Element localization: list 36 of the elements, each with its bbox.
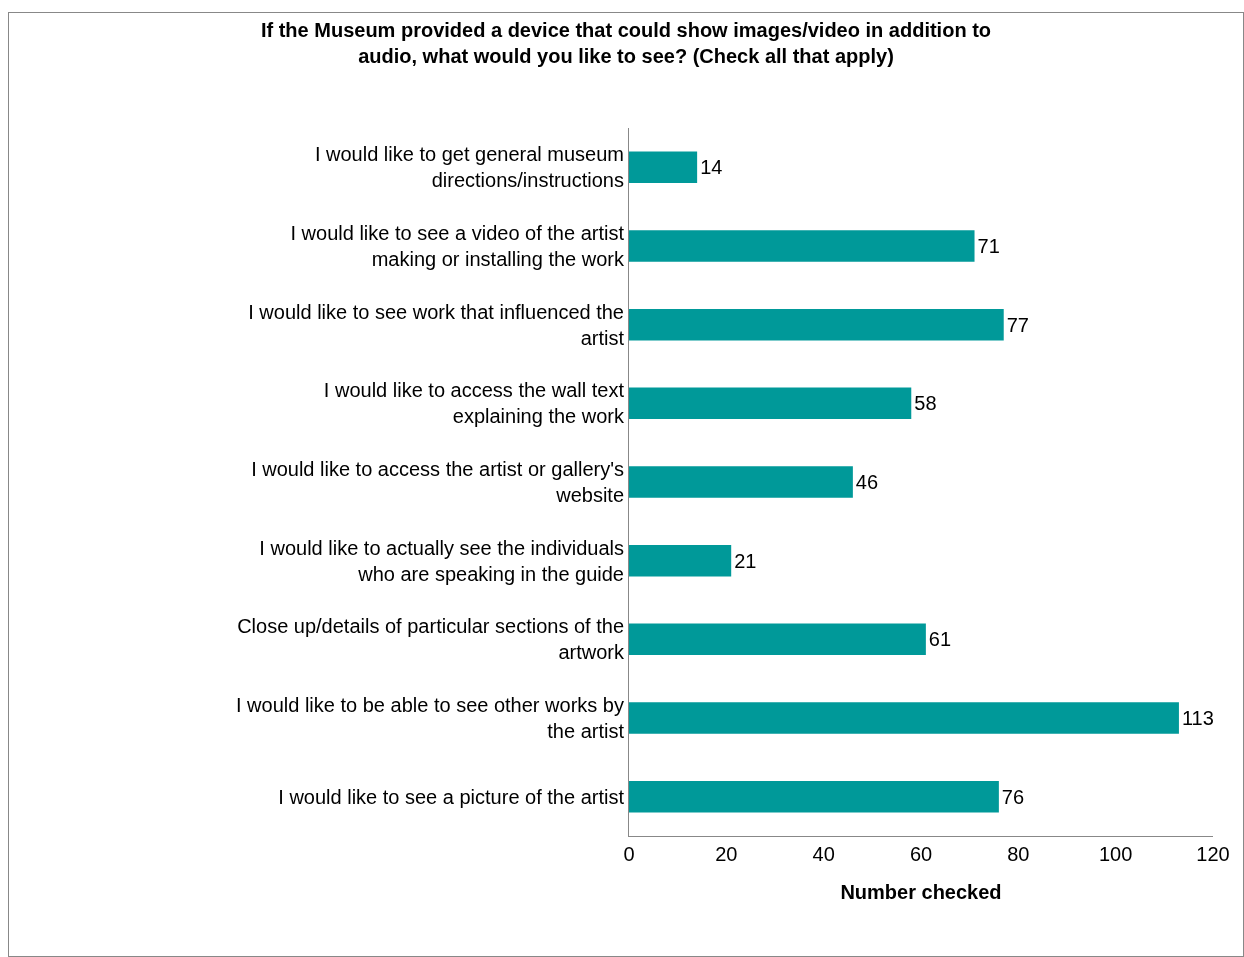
x-tick-label: 100	[1098, 843, 1133, 865]
bar	[629, 702, 1179, 734]
bar	[629, 466, 853, 498]
data-label: 76	[1001, 785, 1025, 808]
bar	[629, 151, 698, 184]
x-tick-label: 80	[1007, 843, 1030, 865]
chart-title: If the Museum provided a device that could show images/video in addition to audio, what would you like to see? (Check all that apply)	[260, 18, 992, 67]
data-label: 46	[855, 471, 879, 493]
data-label: 61	[928, 628, 952, 651]
y-tick-label: I would like to access the artist or gallery's website	[251, 458, 624, 506]
y-tick-label: Close up/details of particular sections of the artwork	[237, 615, 625, 664]
bar	[629, 387, 912, 420]
bar	[629, 230, 975, 262]
y-tick-label: I would like to see a video of the artist making or installing the work	[290, 222, 625, 270]
x-tick-label: 0	[623, 843, 635, 865]
x-tick-label: 60	[909, 843, 933, 865]
x-tick-label: 20	[715, 843, 738, 865]
data-label: 21	[734, 549, 757, 572]
data-label: 113	[1181, 707, 1214, 729]
x-axis-title: Number checked	[840, 880, 1002, 903]
x-tick-label: 40	[812, 843, 835, 865]
y-tick-label: I would like to be able to see other works by the artist	[236, 694, 625, 742]
y-tick-label: I would like to see work that influenced the artist	[248, 300, 625, 349]
y-tick-label: I would like to get general museum directions/instructions	[314, 143, 624, 192]
y-tick-label: I would like to access the wall text explaining the work	[323, 379, 625, 428]
bar	[629, 308, 1004, 341]
data-label: 58	[914, 392, 937, 415]
data-label: 77	[1006, 313, 1029, 336]
data-label: 14	[700, 156, 723, 179]
y-tick-label: I would like to actually see the individuals who are speaking in the guide	[259, 536, 624, 585]
data-label: 71	[977, 235, 1000, 257]
bar	[629, 623, 926, 656]
x-tick-label: 120	[1196, 843, 1230, 865]
bar	[629, 780, 999, 813]
bar	[629, 544, 732, 577]
y-tick-label: I would like to see a picture of the artist	[278, 785, 625, 808]
